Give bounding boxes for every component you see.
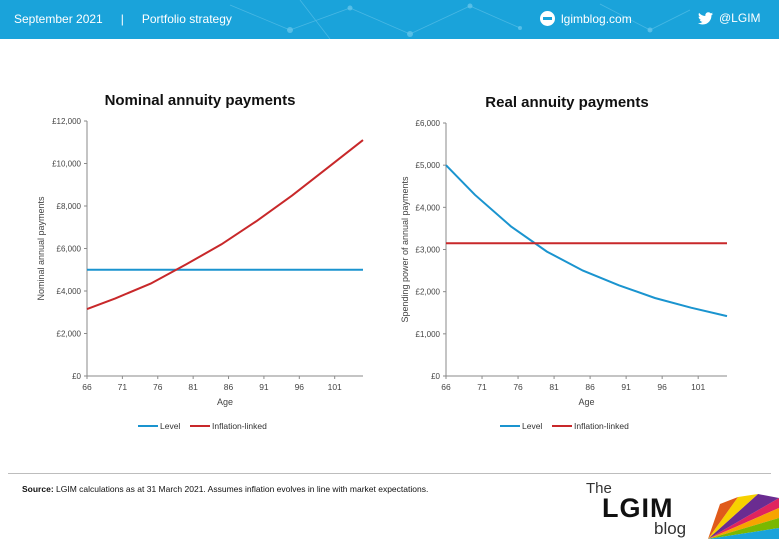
- source-label: Source:: [22, 484, 54, 494]
- y-tick-label: £4,000: [416, 203, 441, 212]
- nominal-chart: Nominal annuity payments £0 £2,000 £4,000 £6…: [36, 92, 364, 431]
- legend-label: Inflation-linked: [212, 421, 267, 431]
- x-axis-label: Age: [578, 397, 594, 407]
- series-line-inflation-linked: [86, 139, 364, 311]
- legend-label: Level: [522, 421, 542, 431]
- x-tick-label: 81: [188, 382, 198, 392]
- logo-lgim: LGIM: [602, 493, 674, 523]
- x-tick-label: 71: [477, 382, 487, 392]
- x-tick-label: 86: [585, 382, 595, 392]
- y-tick-label: £2,000: [416, 288, 441, 297]
- site-link[interactable]: lgimblog.com: [540, 11, 632, 26]
- logo-the: The: [586, 480, 612, 497]
- x-tick-label: 66: [441, 382, 451, 392]
- series-line-level: [445, 164, 728, 318]
- real-chart: Real annuity payments £0 £1,000 £2,000 £3,00…: [400, 94, 728, 431]
- lgim-blog-logo: The LGIM blog: [586, 478, 779, 539]
- x-tick-label: 76: [153, 382, 163, 392]
- x-tick-label: 71: [118, 382, 128, 392]
- x-tick-label: 91: [259, 382, 269, 392]
- twitter-bird-icon: [698, 11, 713, 24]
- legend-label: Level: [160, 421, 180, 431]
- logo-blog: blog: [654, 519, 687, 538]
- footer-divider: [8, 473, 771, 474]
- y-tick-label: £2,000: [57, 330, 82, 339]
- x-axis-label: Age: [217, 397, 233, 407]
- site-label: lgimblog.com: [561, 11, 632, 26]
- y-tick-label: £12,000: [52, 117, 81, 126]
- x-tick-label: 101: [691, 382, 705, 392]
- network-pattern-icon: [229, 0, 691, 39]
- header-date: September 2021: [14, 12, 103, 26]
- x-tick-label: 91: [621, 382, 631, 392]
- legend-label: Inflation-linked: [574, 421, 629, 431]
- y-tick-label: £8,000: [57, 202, 82, 211]
- y-tick-label: £1,000: [416, 330, 441, 339]
- twitter-link[interactable]: @LGIM: [698, 11, 761, 25]
- y-tick-label: £10,000: [52, 160, 81, 169]
- header-left: September 2021 | Portfolio strategy: [14, 12, 232, 26]
- twitter-label: @LGIM: [719, 11, 761, 25]
- x-tick-label: 81: [549, 382, 559, 392]
- y-tick-label: £0: [72, 372, 81, 381]
- x-tick-label: 86: [224, 382, 234, 392]
- source-note: Source: LGIM calculations as at 31 March…: [22, 484, 428, 494]
- chart-title: Real annuity payments: [485, 94, 648, 111]
- y-tick-label: £0: [431, 372, 440, 381]
- y-tick-label: £6,000: [57, 245, 82, 254]
- chart-title: Nominal annuity payments: [105, 92, 296, 109]
- y-tick-label: £5,000: [416, 161, 441, 170]
- y-axis-label: Nominal annual payments: [36, 196, 46, 301]
- x-tick-label: 96: [657, 382, 667, 392]
- y-axis-label: Spending power of annual payments: [400, 176, 410, 323]
- x-tick-label: 96: [295, 382, 305, 392]
- header-bar: September 2021 | Portfolio strategy lgimbl…: [0, 0, 779, 39]
- y-tick-label: £4,000: [57, 287, 82, 296]
- y-tick-label: £3,000: [416, 246, 441, 255]
- x-tick-label: 101: [328, 382, 342, 392]
- source-text: LGIM calculations as at 31 March 2021. A…: [53, 484, 429, 494]
- x-tick-label: 76: [513, 382, 523, 392]
- header-separator: |: [120, 12, 124, 26]
- header-section: Portfolio strategy: [141, 12, 232, 26]
- umbrella-icon: [708, 494, 779, 539]
- x-tick-label: 66: [82, 382, 92, 392]
- y-tick-label: £6,000: [416, 119, 441, 128]
- globe-icon: [540, 11, 555, 26]
